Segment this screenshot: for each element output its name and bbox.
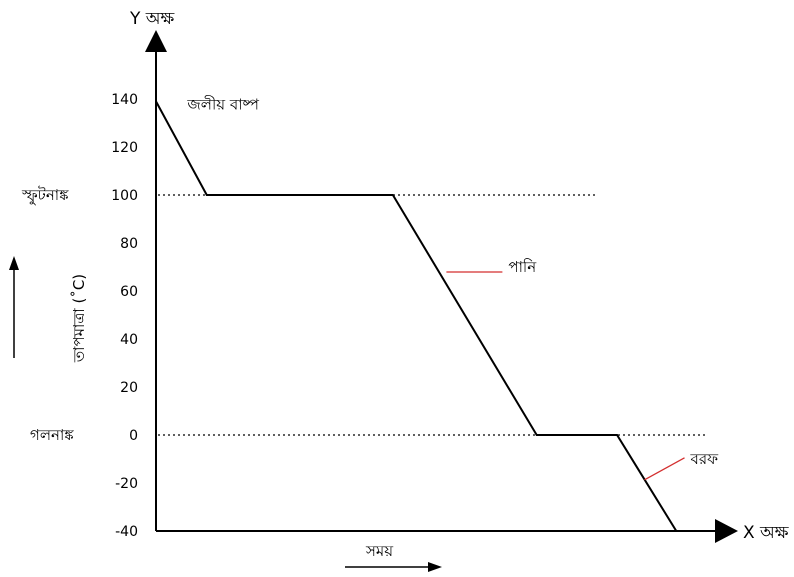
- y-tick-label: -20: [115, 476, 138, 492]
- y-tick-label: 120: [111, 140, 138, 156]
- reference-line-label: স্ফুটনাঙ্ক: [21, 186, 69, 205]
- y-tick-label: 100: [111, 188, 138, 204]
- y-tick-label: 20: [120, 380, 138, 396]
- y-tick-label: 40: [120, 332, 138, 348]
- y-label-arrow-head: [9, 256, 19, 270]
- temperature-series-line: [155, 100, 678, 532]
- y-tick-labels: 140 120 100 80 60 40 20 0 -20 -40: [111, 92, 138, 540]
- x-axis-label: সময়: [365, 542, 394, 560]
- reference-line-label: গলনাঙ্ক: [30, 426, 74, 444]
- x-axis-arrow: [715, 519, 738, 543]
- y-axis-name: Y অক্ষ: [129, 9, 175, 29]
- x-label-arrow-head: [428, 562, 442, 572]
- y-tick-label: 80: [120, 236, 138, 252]
- x-axis-name: X অক্ষ: [743, 523, 789, 543]
- y-tick-label: 60: [120, 284, 138, 300]
- y-axis-label: তাপমাত্রা (˚C): [70, 274, 88, 363]
- y-tick-label: 0: [129, 428, 138, 444]
- y-tick-label: -40: [115, 524, 138, 540]
- annotation-label: বরফ: [690, 450, 720, 468]
- annotation-label: পানি: [508, 258, 537, 276]
- annotation-label: জলীয় বাষ্প: [186, 95, 259, 113]
- y-axis-arrow: [145, 30, 167, 52]
- annotation-pointer: [644, 457, 685, 481]
- y-tick-label: 140: [111, 92, 138, 108]
- annotations: জলীয় বাষ্প পানি বরফ: [186, 95, 720, 481]
- reference-lines: স্ফুটনাঙ্ক গলনাঙ্ক: [21, 186, 706, 444]
